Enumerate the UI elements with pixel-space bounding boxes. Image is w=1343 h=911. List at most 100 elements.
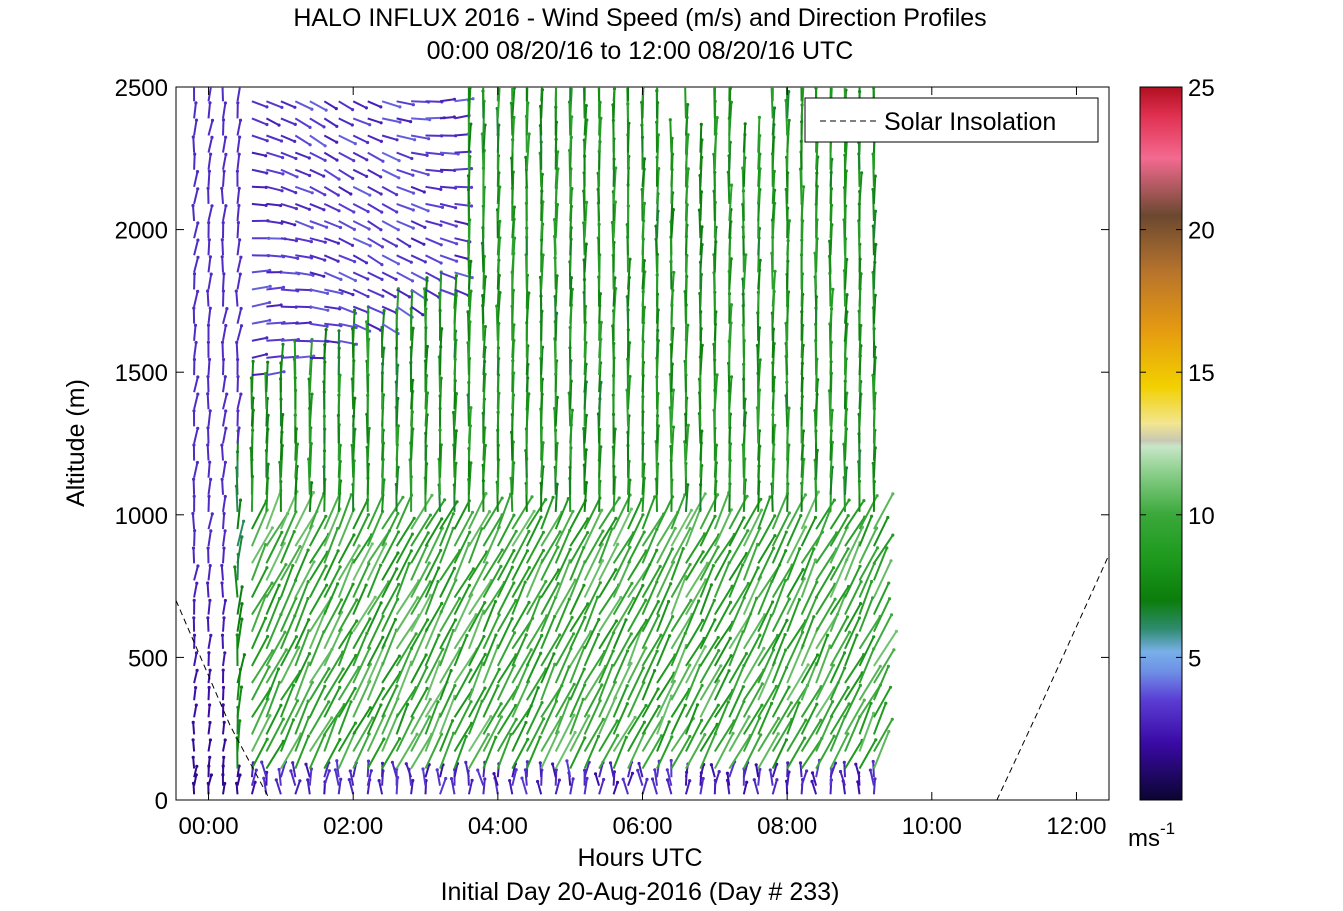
- wind-vector: [872, 189, 875, 222]
- wind-vector: [684, 780, 691, 795]
- wind-vector: [425, 202, 443, 209]
- wind-vector: [289, 770, 297, 786]
- wind-vector: [222, 428, 227, 444]
- wind-vector: [771, 377, 776, 410]
- wind-vector-head: [368, 193, 372, 197]
- wind-vector: [757, 260, 762, 290]
- wind-vector-head: [235, 340, 239, 344]
- wind-vector: [699, 636, 720, 667]
- wind-vector: [266, 254, 284, 258]
- wind-vector: [641, 634, 662, 667]
- wind-vector: [236, 520, 245, 547]
- wind-vector: [410, 168, 429, 176]
- wind-vector-head: [238, 719, 242, 723]
- wind-vector: [352, 707, 372, 735]
- wind-vector: [844, 393, 848, 427]
- wind-vector: [656, 695, 673, 735]
- wind-vector: [598, 446, 602, 478]
- wind-vector-head: [467, 583, 471, 587]
- wind-vector-head: [509, 732, 513, 737]
- wind-vector: [670, 548, 685, 581]
- wind-vector: [554, 510, 574, 547]
- wind-vector-head: [527, 566, 531, 570]
- wind-vector-head: [527, 132, 531, 136]
- wind-vector: [844, 603, 862, 633]
- wind-vector: [598, 543, 619, 581]
- wind-vector: [844, 634, 858, 667]
- wind-vector: [309, 117, 325, 128]
- wind-vector-head: [220, 633, 225, 637]
- wind-vector-head: [221, 87, 224, 88]
- wind-vector-head: [730, 183, 734, 187]
- wind-vector: [395, 533, 414, 564]
- wind-vector-head: [353, 721, 357, 725]
- wind-vector: [453, 430, 458, 461]
- wind-vector: [583, 560, 604, 598]
- wind-vector-head: [306, 596, 310, 601]
- wind-vector-head: [469, 204, 474, 208]
- wind-vector: [324, 305, 340, 310]
- wind-vector: [236, 239, 241, 256]
- wind-vector: [786, 569, 804, 598]
- wind-vector: [858, 527, 878, 564]
- wind-vector-head: [381, 687, 385, 691]
- wind-vector: [742, 567, 760, 598]
- wind-vector-head: [335, 158, 339, 162]
- wind-vector: [250, 361, 255, 393]
- wind-vector-head: [744, 652, 749, 656]
- wind-vector: [800, 517, 817, 547]
- wind-vector-head: [353, 308, 357, 312]
- wind-vector: [598, 779, 605, 795]
- wind-vector: [280, 546, 301, 581]
- wind-vector-head: [206, 616, 210, 620]
- wind-vector: [266, 100, 283, 109]
- wind-vector: [352, 596, 377, 633]
- wind-vector: [839, 771, 846, 787]
- wind-vector: [309, 305, 329, 312]
- wind-vector-head: [673, 526, 677, 530]
- wind-vector: [338, 305, 356, 315]
- wind-vector-head: [483, 777, 487, 781]
- wind-vector: [295, 254, 312, 259]
- wind-vector: [381, 738, 401, 770]
- wind-vector-head: [483, 325, 487, 329]
- wind-vector-head: [338, 685, 342, 690]
- wind-vector: [366, 494, 384, 530]
- wind-vector-head: [439, 243, 443, 247]
- wind-vector-head: [413, 138, 417, 142]
- wind-vector: [192, 479, 196, 495]
- wind-vector-head: [308, 125, 312, 129]
- wind-vector: [381, 322, 399, 335]
- wind-vector: [641, 779, 648, 795]
- wind-vector: [641, 513, 665, 547]
- wind-vector-head: [350, 243, 355, 247]
- wind-vector-head: [237, 426, 241, 430]
- wind-vector-head: [743, 122, 747, 126]
- wind-vector-head: [292, 530, 296, 534]
- wind-vector-head: [422, 287, 427, 291]
- wind-vector-head: [238, 135, 242, 139]
- wind-vector: [713, 732, 734, 770]
- wind-vector: [844, 617, 861, 650]
- wind-vector: [627, 480, 631, 512]
- wind-vector: [193, 222, 199, 239]
- wind-vector: [872, 598, 891, 633]
- wind-vector-head: [810, 771, 815, 775]
- wind-vector-head: [355, 619, 359, 623]
- wind-vector: [800, 737, 823, 770]
- wind-vector: [742, 647, 765, 684]
- wind-vector: [396, 100, 414, 106]
- wind-vector-head: [221, 289, 225, 293]
- wind-vector: [221, 256, 224, 273]
- wind-vector: [439, 695, 456, 735]
- wind-vector-head: [240, 535, 244, 539]
- wind-vector: [728, 613, 752, 650]
- wind-vector-head: [426, 209, 430, 213]
- wind-vector: [554, 87, 558, 102]
- wind-vector-head: [784, 530, 788, 534]
- wind-vector-head: [716, 703, 720, 707]
- wind-vector: [872, 211, 877, 239]
- wind-vector: [266, 202, 281, 207]
- wind-vector: [858, 684, 882, 718]
- wind-vector: [786, 444, 790, 478]
